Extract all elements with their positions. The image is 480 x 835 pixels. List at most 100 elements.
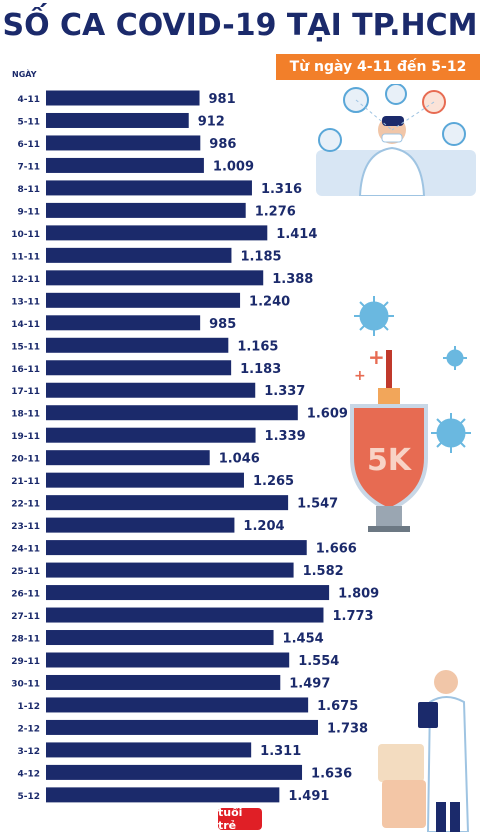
bar-5-11 [46,112,189,128]
value-label-2-12: 1.738 [327,721,368,736]
bar-20-11 [46,450,210,466]
category-label-18-11: 18-11 [11,410,40,420]
value-label-16-11: 1.183 [240,362,281,377]
category-label-15-11: 15-11 [11,342,40,352]
bar-16-11 [46,360,232,376]
shield-5k-label: 5K [367,443,413,478]
value-label-24-11: 1.666 [316,542,357,557]
category-label-27-11: 27-11 [11,612,40,622]
bar-11-11 [46,247,232,263]
bar-24-11 [46,540,307,556]
bar-13-11 [46,292,241,308]
bar-9-11 [46,202,246,218]
value-label-18-11: 1.609 [307,407,348,422]
category-label-19-11: 19-11 [11,432,40,442]
bar-4-11 [46,90,200,106]
svg-text:+: + [368,345,385,369]
bar-2-12 [46,719,318,735]
value-label-7-11: 1.009 [213,159,254,174]
bar-14-11 [46,315,201,331]
bar-10-11 [46,225,268,241]
bar-25-11 [46,562,294,578]
value-label-5-11: 912 [198,114,225,129]
page-title: SỐ CA COVID-19 TẠI TP.HCM [2,8,478,43]
category-label-25-11: 25-11 [11,567,40,577]
category-label-11-11: 11-11 [11,252,40,262]
category-label-24-11: 24-11 [11,545,40,555]
doctor-clipboard-illustration [378,670,470,832]
category-label-1-12: 1-12 [17,702,40,712]
category-label-13-11: 13-11 [11,297,40,307]
doctor-network-illustration [316,84,476,196]
category-label-23-11: 23-11 [11,522,40,532]
category-label-21-11: 21-11 [11,477,40,487]
category-label-9-11: 9-11 [17,207,40,217]
bar-8-11 [46,180,252,196]
value-label-20-11: 1.046 [219,452,260,467]
category-label-8-11: 8-11 [17,185,40,195]
value-label-23-11: 1.204 [243,519,284,534]
bar-30-11 [46,674,281,690]
bar-7-11 [46,157,204,173]
category-label-16-11: 16-11 [11,365,40,375]
bar-3-12 [46,742,252,758]
value-label-4-12: 1.636 [311,766,352,781]
value-label-26-11: 1.809 [338,587,379,602]
category-label-22-11: 22-11 [11,500,40,510]
bar-6-11 [46,135,201,151]
svg-text:+: + [354,368,366,384]
value-label-29-11: 1.554 [298,654,339,669]
category-label-10-11: 10-11 [11,230,40,240]
value-label-12-11: 1.388 [272,272,313,287]
category-label-3-12: 3-12 [17,747,40,757]
value-label-3-12: 1.311 [260,744,301,759]
bar-23-11 [46,517,235,533]
category-label-30-11: 30-11 [11,679,40,689]
category-label-12-11: 12-11 [11,275,40,285]
value-label-10-11: 1.414 [276,227,317,242]
bar-19-11 [46,427,256,443]
category-label-17-11: 17-11 [11,387,40,397]
value-label-4-11: 981 [209,92,236,107]
bar-1-12 [46,697,309,713]
value-label-11-11: 1.185 [240,249,281,264]
value-label-13-11: 1.240 [249,294,290,309]
bar-4-12 [46,764,303,780]
value-label-6-11: 986 [209,137,236,152]
tuoi-tre-logo: tuổi trẻ [218,806,262,832]
value-label-21-11: 1.265 [253,474,294,489]
bar-18-11 [46,405,298,421]
category-label-29-11: 29-11 [11,657,40,667]
value-label-17-11: 1.337 [264,384,305,399]
vaccine-shield-illustration: + + 5K [350,296,471,532]
value-label-1-12: 1.675 [317,699,358,714]
value-label-30-11: 1.497 [289,676,330,691]
value-label-5-12: 1.491 [288,789,329,804]
bar-29-11 [46,652,290,668]
category-label-4-12: 4-12 [17,769,40,779]
value-label-9-11: 1.276 [255,204,296,219]
bar-26-11 [46,585,330,601]
bar-17-11 [46,382,256,398]
category-label-26-11: 26-11 [11,590,40,600]
bar-5-12 [46,787,280,803]
value-label-8-11: 1.316 [261,182,302,197]
date-range-badge: Từ ngày 4-11 đến 5-12 [276,54,480,80]
category-label-14-11: 14-11 [11,320,40,330]
value-label-15-11: 1.165 [237,339,278,354]
value-label-25-11: 1.582 [303,564,344,579]
category-label-6-11: 6-11 [17,140,40,150]
bar-27-11 [46,607,324,623]
category-label-5-12: 5-12 [17,792,40,802]
value-label-14-11: 985 [209,317,236,332]
value-label-27-11: 1.773 [332,609,373,624]
bar-28-11 [46,630,274,646]
bar-15-11 [46,337,229,353]
category-label-4-11: 4-11 [17,95,40,105]
bar-12-11 [46,270,264,286]
day-axis-label: NGÀY [12,70,37,79]
category-label-5-11: 5-11 [17,117,40,127]
value-label-19-11: 1.339 [265,429,306,444]
bar-22-11 [46,495,289,511]
